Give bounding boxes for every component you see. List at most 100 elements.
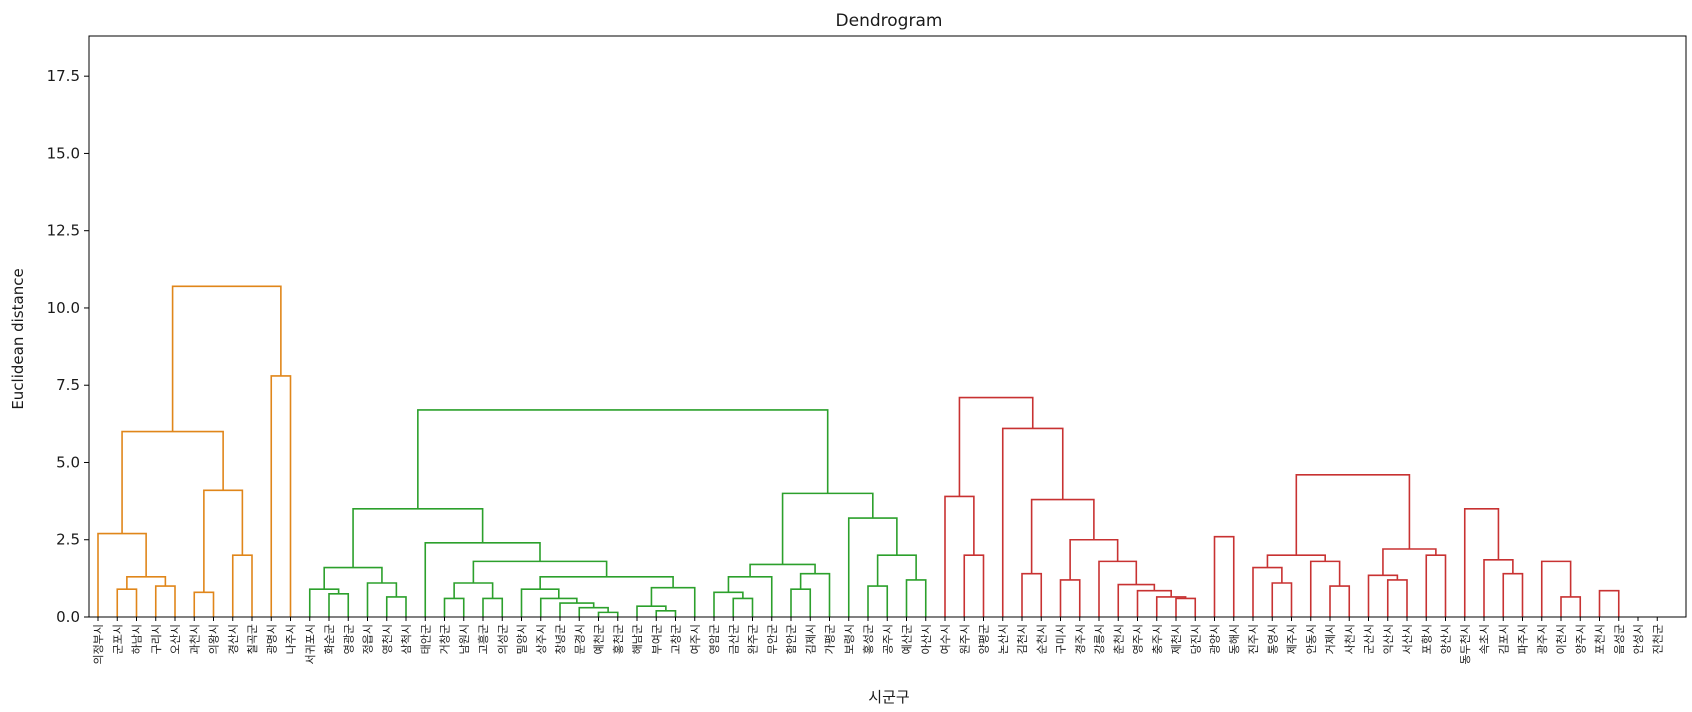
leaf-label: 여수시 bbox=[939, 624, 952, 654]
dendrogram-link bbox=[97, 532, 147, 617]
leaf-label: 나주시 bbox=[285, 624, 298, 654]
leaf-label: 영주시 bbox=[1132, 624, 1145, 654]
leaf-label: 태안군 bbox=[419, 624, 432, 654]
chart-title: Dendrogram bbox=[836, 11, 943, 31]
y-tick-label: 15.0 bbox=[47, 144, 80, 162]
y-tick-label: 5.0 bbox=[56, 453, 80, 471]
leaf-label: 창녕군 bbox=[554, 624, 567, 654]
dendrogram-link bbox=[1382, 548, 1437, 576]
leaf-label: 논산시 bbox=[997, 624, 1010, 654]
dendrogram-links bbox=[97, 285, 1620, 617]
dendrogram-link bbox=[944, 495, 975, 617]
leaf-label: 구미시 bbox=[1055, 624, 1068, 654]
leaf-label: 안성시 bbox=[1632, 624, 1645, 654]
dendrogram-link bbox=[749, 563, 816, 577]
dendrogram-link bbox=[1483, 559, 1514, 617]
dendrogram-link bbox=[352, 508, 484, 568]
dendrogram-link bbox=[1295, 474, 1411, 556]
leaf-label: 홍천군 bbox=[611, 624, 625, 654]
dendrogram-link bbox=[905, 579, 927, 617]
leaf-label: 파주시 bbox=[1517, 624, 1530, 654]
dendrogram-link bbox=[1030, 498, 1095, 574]
dendrogram-link bbox=[732, 597, 754, 617]
leaf-label: 광양시 bbox=[1209, 624, 1222, 654]
dendrogram-link bbox=[578, 606, 609, 617]
leaf-label: 진천군 bbox=[1650, 624, 1664, 654]
dendrogram-link bbox=[559, 602, 595, 617]
y-axis-label: Euclidean distance bbox=[9, 268, 27, 409]
leaf-label: 안동시 bbox=[1305, 624, 1318, 654]
leaf-label: 의정부시 bbox=[92, 624, 105, 664]
dendrogram-link bbox=[126, 576, 167, 590]
leaf-label: 사천시 bbox=[1342, 624, 1356, 654]
leaf-label: 삼척시 bbox=[400, 624, 413, 654]
dendrogram-link bbox=[597, 611, 619, 617]
dendrogram-link bbox=[154, 585, 176, 617]
dendrogram-link bbox=[963, 554, 985, 617]
leaf-label: 영암군 bbox=[708, 624, 721, 654]
dendrogram-link bbox=[443, 597, 465, 617]
leaf-label: 광명시 bbox=[265, 624, 278, 654]
dendrogram-link bbox=[1136, 589, 1172, 617]
leaf-label: 의성군 bbox=[496, 624, 509, 654]
leaf-label: 해남군 bbox=[630, 624, 644, 654]
dendrogram-link bbox=[1059, 579, 1081, 617]
dendrogram-link bbox=[876, 554, 917, 587]
leaf-label: 이천시 bbox=[1554, 624, 1568, 654]
dendrogram-link bbox=[453, 582, 494, 599]
y-tick-label: 0.0 bbox=[56, 608, 80, 626]
leaf-label: 예산군 bbox=[901, 624, 914, 654]
dendrogram-link bbox=[366, 582, 398, 617]
leaf-label: 구리시 bbox=[150, 624, 163, 654]
dendrogram-link bbox=[270, 375, 292, 617]
leaf-label: 양주시 bbox=[1574, 624, 1587, 654]
leaf-label: 화순군 bbox=[323, 624, 336, 654]
leaf-label: 익산시 bbox=[1382, 624, 1395, 654]
x-axis-label: 시군구 bbox=[868, 688, 909, 706]
leaf-label: 남원시 bbox=[458, 624, 471, 654]
leaf-label: 경주시 bbox=[1074, 624, 1087, 654]
dendrogram-link bbox=[116, 588, 138, 617]
leaf-label: 충주시 bbox=[1151, 624, 1164, 654]
dendrogram-link bbox=[203, 489, 244, 593]
dendrogram-link bbox=[417, 409, 829, 509]
leaf-label: 무안군 bbox=[766, 624, 779, 654]
dendrogram-link bbox=[1425, 554, 1447, 617]
leaf-label: 공주시 bbox=[881, 624, 894, 654]
leaf-label: 양평군 bbox=[978, 624, 991, 654]
leaf-label: 통영시 bbox=[1266, 624, 1279, 654]
leaf-label: 순천시 bbox=[1034, 624, 1048, 654]
dendrogram-link bbox=[1598, 589, 1620, 617]
dendrogram-link bbox=[1309, 560, 1341, 617]
leaf-label: 서산시 bbox=[1401, 624, 1414, 654]
leaf-label: 부여군 bbox=[650, 624, 663, 654]
leaf-label: 밀양시 bbox=[516, 624, 529, 654]
leaf-label: 춘천시 bbox=[1111, 624, 1125, 654]
leaf-label: 음성군 bbox=[1613, 624, 1626, 654]
leaf-label: 포천시 bbox=[1593, 624, 1607, 654]
leaf-label: 예천군 bbox=[592, 624, 606, 654]
dendrogram-link bbox=[1502, 572, 1524, 617]
leaf-label: 김포시 bbox=[1497, 624, 1510, 654]
dendrogram-link bbox=[385, 596, 407, 617]
dendrogram-link bbox=[1213, 535, 1235, 617]
leaf-label: 경산시 bbox=[227, 624, 240, 654]
leaf-label: 거제시 bbox=[1324, 624, 1337, 654]
leaf-label: 문경시 bbox=[573, 624, 586, 654]
leaf-label: 여주시 bbox=[689, 624, 702, 654]
leaf-label: 서귀포시 bbox=[304, 624, 317, 664]
dendrogram-link bbox=[650, 586, 696, 617]
leaf-label: 상주시 bbox=[535, 624, 548, 654]
dendrogram-link bbox=[958, 396, 1034, 497]
dendrogram-link bbox=[1001, 427, 1064, 617]
leaf-label: 완주군 bbox=[747, 624, 760, 654]
y-tick-label: 17.5 bbox=[47, 67, 80, 85]
dendrogram-link bbox=[424, 542, 541, 617]
leaf-label: 정읍시 bbox=[362, 624, 375, 654]
dendrogram-link bbox=[799, 572, 831, 617]
dendrogram-link bbox=[1175, 597, 1197, 617]
dendrogram-link bbox=[1386, 579, 1408, 617]
leaf-label: 김천시 bbox=[1015, 624, 1029, 654]
leaf-label: 하남시 bbox=[130, 624, 144, 654]
leaf-label: 제주시 bbox=[1286, 624, 1299, 654]
